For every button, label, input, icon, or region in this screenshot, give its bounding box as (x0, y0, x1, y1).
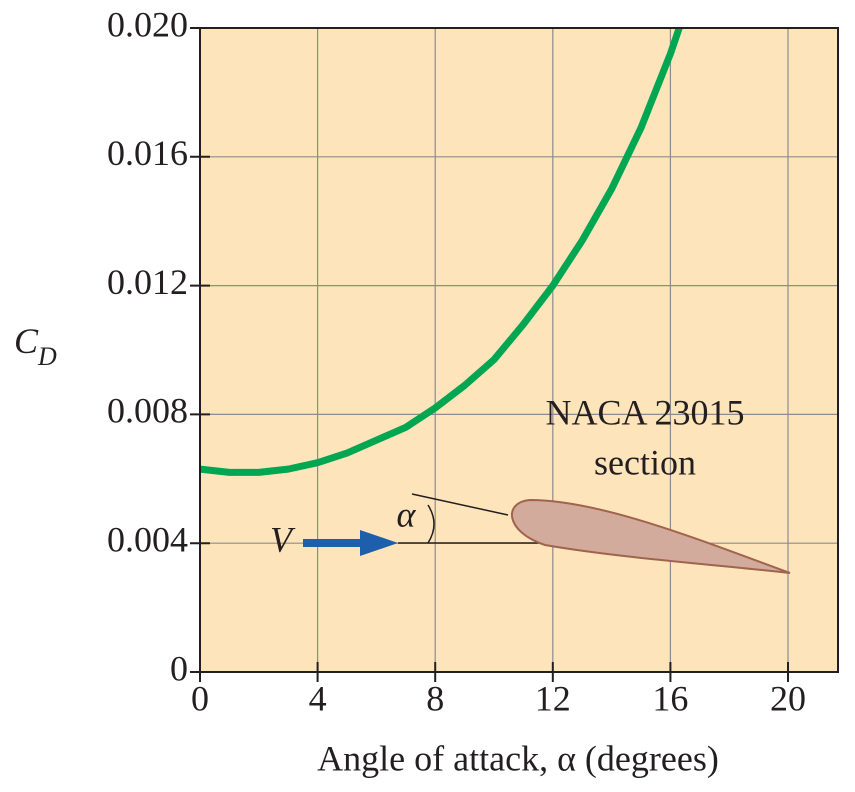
annotation: NACA 23015 (545, 392, 744, 432)
velocity-arrowhead (360, 530, 398, 556)
plot-frame (199, 27, 839, 673)
x-axis-label: Angle of attack, α (degrees) (317, 738, 719, 778)
y-axis-label-main: C (14, 321, 39, 361)
marks (199, 26, 683, 476)
velocity-label: V (270, 519, 296, 559)
y-tick-label: 0 (170, 648, 188, 688)
x-tick-label: 20 (770, 678, 806, 718)
airfoil (511, 498, 791, 574)
x-tick-label: 16 (652, 678, 688, 718)
y-axis-label: CD (14, 321, 57, 371)
y-tick-label: 0.004 (107, 519, 188, 559)
angle-label: α (397, 494, 417, 534)
x-tick-label: 12 (535, 678, 571, 718)
line (199, 26, 683, 476)
y-tick-label: 0.020 (107, 4, 188, 44)
angle-line (411, 493, 509, 516)
annotation: section (594, 442, 696, 482)
x-tick-label: 8 (426, 678, 444, 718)
x-tick-label: 4 (309, 678, 327, 718)
y-tick-label: 0.016 (107, 133, 188, 173)
angle-arc (427, 504, 435, 544)
y-tick-label: 0.008 (107, 391, 188, 431)
plot-area (200, 28, 838, 672)
x-tick-label: 0 (191, 678, 209, 718)
y-tick-label: 0.012 (107, 262, 188, 302)
y-axis-label-sub: D (37, 342, 57, 371)
